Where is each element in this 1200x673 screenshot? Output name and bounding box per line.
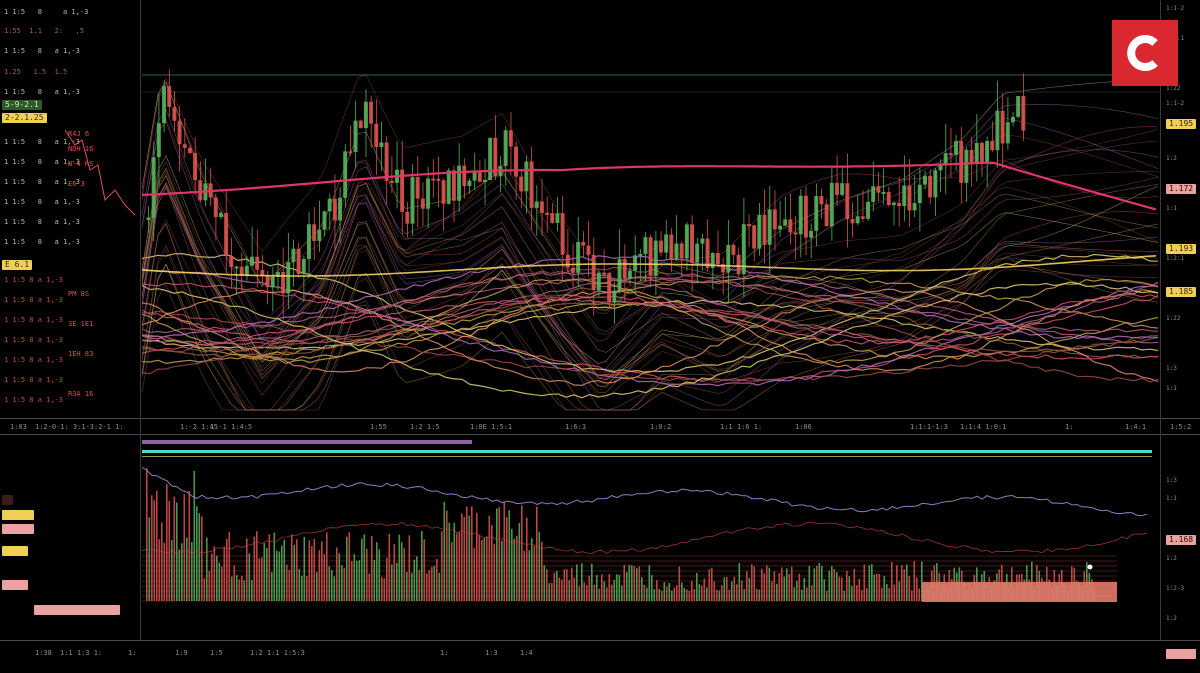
svg-text:1:1 1:6 1:: 1:1 1:6 1: xyxy=(720,423,762,431)
svg-text:1 1:5 8 a 1,-3: 1 1:5 8 a 1,-3 xyxy=(4,356,63,364)
price-cell: NDH 16 xyxy=(68,145,94,153)
price-tag: 1.193 xyxy=(1166,244,1197,254)
svg-text:1:5: 1:5 xyxy=(210,649,223,657)
svg-text:1:-2 1:45: 1:-2 1:45 xyxy=(180,423,218,431)
indicator-tag xyxy=(2,524,34,534)
list-item[interactable]: 1 1:5 8 a 1,-3 xyxy=(4,218,80,226)
price-tag: 1.168 xyxy=(1166,535,1197,545)
indicator-lines xyxy=(142,74,1160,411)
svg-text:1:0:2: 1:0:2 xyxy=(650,423,671,431)
price-scale: 1:1-21 1:11:1 1:221:1-2 1:21:1 1:2:11:22… xyxy=(1160,0,1200,660)
svg-text:1:03: 1:03 xyxy=(10,423,27,431)
svg-text:1:4: 1:4 xyxy=(520,649,533,657)
price-tag xyxy=(1166,649,1196,659)
time-axis: 1:03 1:2-0-1: 3:1-3:2-1 1: 1:-2 1:451:-1 … xyxy=(10,423,1191,431)
indicator-tag xyxy=(2,580,28,590)
svg-text:1:38: 1:38 xyxy=(35,649,52,657)
watchlist-rows-lower: 1 1:5 8 a 1,-3 1 1:5 8 a 1,-3 1 1:5 8 a … xyxy=(4,276,63,404)
svg-text:1:0E 1:5:1: 1:0E 1:5:1 xyxy=(470,423,512,431)
time-axis-bottom: 1:38 1:1 1:3 1: 1: 1:9 1:5 1:2 1:1 1:5:3 1:… xyxy=(35,649,533,657)
candlesticks xyxy=(146,68,1026,324)
list-item[interactable]: 1 1:5 8 a 1,-3 xyxy=(4,47,80,55)
svg-text:1:22: 1:22 xyxy=(1166,85,1181,92)
price-cell: E6 3 xyxy=(68,180,85,188)
divider xyxy=(0,434,1200,435)
svg-text:1:4:1: 1:4:1 xyxy=(1125,423,1146,431)
c-logo-icon xyxy=(1112,20,1178,86)
svg-text:1:2: 1:2 xyxy=(1166,555,1177,562)
price-cell: N-4 RS xyxy=(68,160,94,168)
list-item[interactable]: 1 1:5 8 a 1,-3 xyxy=(4,178,80,186)
status-badge: 5-9-2.1 xyxy=(2,100,42,110)
svg-text:1:2-0-1: 3:1-3:2-1 1:: 1:2-0-1: 3:1-3:2-1 1: xyxy=(35,423,124,431)
svg-text:1:1: 1:1 xyxy=(1166,385,1177,392)
svg-text:1:2: 1:2 xyxy=(1166,155,1177,162)
svg-text:1:1:1-1:3: 1:1:1-1:3 xyxy=(910,423,948,431)
svg-text:1 1:5 8 a 1,-3: 1 1:5 8 a 1,-3 xyxy=(4,376,63,384)
svg-text:1:1: 1:1 xyxy=(1166,205,1177,212)
svg-text:1:3: 1:3 xyxy=(1166,365,1177,372)
list-item[interactable]: 1.25 1.5 1.5 xyxy=(4,68,68,76)
volume-chart[interactable] xyxy=(142,436,1160,606)
svg-text:1:3: 1:3 xyxy=(485,649,498,657)
indicator-tag xyxy=(2,495,13,505)
svg-text:1:1: 1:1 xyxy=(1166,495,1177,502)
mini-sparkline xyxy=(64,129,136,216)
divider xyxy=(0,418,1200,419)
indicator-tag xyxy=(34,605,120,615)
list-item[interactable]: 1 1:5 8 a 1,-3 xyxy=(4,8,89,16)
svg-text:1:2 1:5: 1:2 1:5 xyxy=(410,423,440,431)
price-cell: 1EH 83 xyxy=(68,350,94,358)
price-tag: 1.172 xyxy=(1166,184,1197,194)
price-tag: 2-2.1.25 xyxy=(2,113,47,123)
svg-text:1:6:3: 1:6:3 xyxy=(565,423,586,431)
svg-text:1:1-2: 1:1-2 xyxy=(1166,100,1184,107)
price-cell: 3E 1E1 xyxy=(68,320,94,328)
list-item[interactable]: 1 1:5 8 a 1,-3 xyxy=(4,198,80,206)
svg-text:1:: 1: xyxy=(128,649,136,657)
indicator-tag xyxy=(2,546,28,556)
price-tag: 1.195 xyxy=(1166,119,1197,129)
svg-text:1:2 1:1 1:5:3: 1:2 1:1 1:5:3 xyxy=(250,649,305,657)
svg-text:1:-1 1:4:5: 1:-1 1:4:5 xyxy=(210,423,252,431)
svg-text:1:1:4 1:0:1: 1:1:4 1:0:1 xyxy=(960,423,1006,431)
svg-text:1:06: 1:06 xyxy=(795,423,812,431)
svg-text:1 1:5 8 a 1,-3: 1 1:5 8 a 1,-3 xyxy=(4,316,63,324)
price-tag: E 6.1 xyxy=(2,260,33,270)
divider xyxy=(1160,0,1161,640)
svg-text:1 1:5 8 a 1,-3: 1 1:5 8 a 1,-3 xyxy=(4,276,63,284)
divider xyxy=(140,0,141,640)
indicator-tag xyxy=(2,510,34,520)
svg-text:1:9: 1:9 xyxy=(175,649,188,657)
svg-text:1:2: 1:2 xyxy=(1166,615,1177,622)
price-cell: R3A 16 xyxy=(68,390,94,398)
divider xyxy=(0,640,1200,641)
svg-text:1:5:2: 1:5:2 xyxy=(1170,423,1191,431)
list-item[interactable]: 1 1:5 8 a 1,-3 xyxy=(4,238,80,246)
moving-averages xyxy=(142,161,1157,277)
price-chart[interactable] xyxy=(142,0,1160,418)
list-item[interactable]: 1:55 1.1 2: ,5 xyxy=(4,27,85,35)
svg-text:1 1:5 8 a 1,-3: 1 1:5 8 a 1,-3 xyxy=(4,336,63,344)
watchlist-panel: 1 1:5 8 a 1,-3 1:55 1.1 2: ,5 1 1:5 8 a … xyxy=(0,0,140,660)
oscillator-lines xyxy=(142,466,1148,570)
list-item[interactable]: 1 1:5 8 a 1,-3 xyxy=(4,138,80,146)
svg-text:1:: 1: xyxy=(440,649,448,657)
svg-text:1 1:5 8 a 1,-3: 1 1:5 8 a 1,-3 xyxy=(4,396,63,404)
price-cell: PM 8S xyxy=(68,290,90,298)
svg-text:1:1-2: 1:1-2 xyxy=(1166,5,1184,12)
svg-text:1:2:1: 1:2:1 xyxy=(1166,255,1184,262)
list-item[interactable]: 1 1:5 8 a 1,-3 xyxy=(4,158,80,166)
svg-text:1:2-3: 1:2-3 xyxy=(1166,585,1184,592)
svg-text:1:3: 1:3 xyxy=(1166,477,1177,484)
svg-text:1:22: 1:22 xyxy=(1166,315,1181,322)
svg-text:1 1:5 8 a 1,-3: 1 1:5 8 a 1,-3 xyxy=(4,296,63,304)
svg-text:1:1 1:3 1:: 1:1 1:3 1: xyxy=(60,649,102,657)
svg-text:1:: 1: xyxy=(1065,423,1073,431)
price-cell: R4J 6 xyxy=(68,130,90,138)
volume-bars xyxy=(146,468,1117,602)
price-tag: 1.185 xyxy=(1166,287,1197,297)
svg-text:1:55: 1:55 xyxy=(370,423,387,431)
list-item[interactable]: 1 1:5 8 a 1,-3 xyxy=(4,88,80,96)
